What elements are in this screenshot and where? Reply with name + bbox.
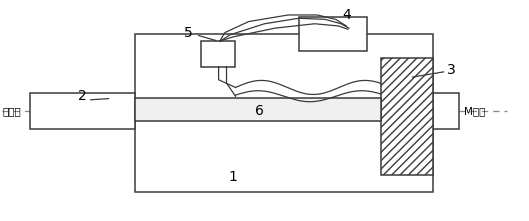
Bar xyxy=(135,34,433,192)
Text: M平面: M平面 xyxy=(464,106,485,116)
Text: 2: 2 xyxy=(78,89,87,103)
Text: 6: 6 xyxy=(255,104,263,118)
Bar xyxy=(380,58,433,175)
Bar xyxy=(30,93,135,129)
Text: 轴心线: 轴心线 xyxy=(2,106,21,116)
Bar xyxy=(135,98,380,122)
Text: 3: 3 xyxy=(448,63,456,77)
Text: 1: 1 xyxy=(229,170,238,185)
Bar xyxy=(201,41,235,67)
Bar xyxy=(433,93,459,129)
Text: 4: 4 xyxy=(342,8,351,22)
Text: 5: 5 xyxy=(184,26,193,40)
Bar xyxy=(299,17,367,51)
